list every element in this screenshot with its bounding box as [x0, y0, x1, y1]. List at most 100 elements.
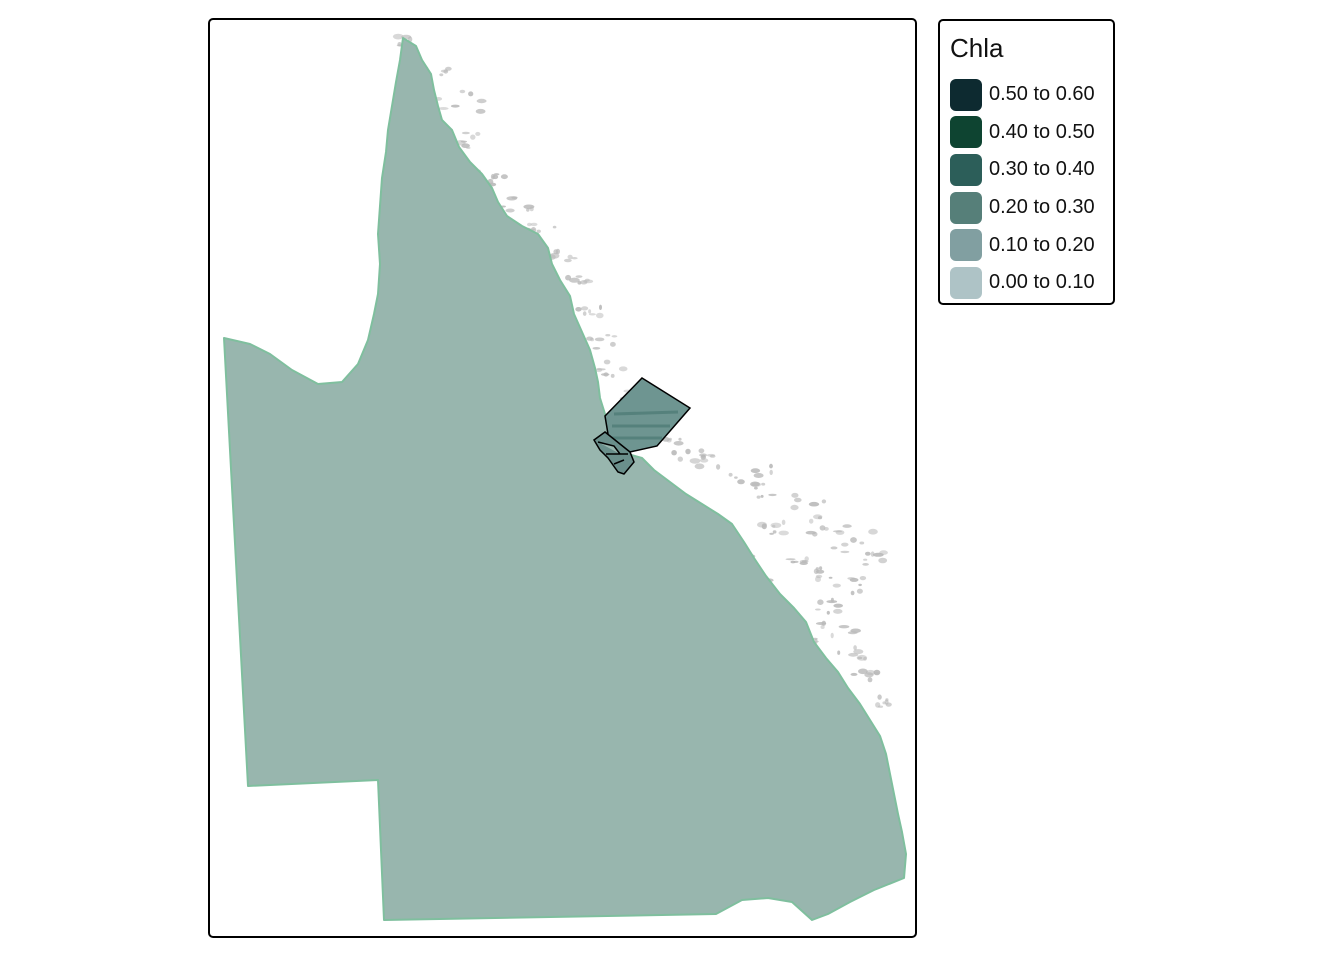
- reef-patch: [605, 334, 611, 337]
- reef-patch: [826, 610, 830, 615]
- map-legend: Chla 0.50 to 0.60 0.40 to 0.50 0.30 to 0.4…: [938, 19, 1115, 305]
- reef-patch: [610, 341, 616, 347]
- reef-patch: [830, 546, 838, 550]
- reef-patch: [808, 501, 820, 507]
- reef-patch: [594, 337, 605, 342]
- reef-patch: [677, 456, 683, 462]
- reef-patch: [878, 557, 888, 564]
- reef-patch: [815, 608, 821, 611]
- reef-patch: [830, 632, 834, 639]
- reef-patch: [536, 229, 541, 233]
- legend-swatch: [950, 78, 982, 111]
- reef-patch: [840, 550, 850, 554]
- reef-patch: [706, 453, 716, 457]
- reef-patch: [599, 304, 602, 310]
- reef-patch: [850, 590, 855, 596]
- reef-patch: [817, 599, 824, 605]
- reef-patch: [768, 493, 777, 497]
- legend-label: 0.40 to 0.50: [989, 120, 1095, 143]
- reef-patch: [694, 463, 705, 470]
- reef-patch: [450, 104, 460, 108]
- reef-patch: [769, 463, 773, 469]
- legend-item: 0.10 to 0.20: [950, 226, 1095, 264]
- reef-patch: [571, 257, 578, 260]
- reef-patch: [461, 131, 470, 135]
- reef-patch: [555, 248, 561, 255]
- map-panel: [208, 18, 917, 938]
- queensland-region: [223, 37, 907, 921]
- legend-swatch: [950, 191, 982, 224]
- reef-patch: [862, 563, 869, 566]
- reef-patch: [817, 516, 823, 520]
- reef-patch: [611, 335, 618, 338]
- reef-patch: [569, 277, 580, 283]
- reef-patch: [505, 208, 515, 213]
- reef-patch: [511, 196, 518, 200]
- reef-patch: [863, 558, 868, 561]
- reef-patch: [475, 108, 486, 114]
- reef-patch: [850, 628, 861, 633]
- reef-patch: [575, 307, 582, 312]
- reef-patch: [500, 174, 508, 180]
- reef-patch: [564, 258, 572, 263]
- reef-patch: [596, 312, 604, 319]
- legend-label: 0.10 to 0.20: [989, 233, 1095, 256]
- reef-patch: [761, 482, 766, 486]
- reef-patch: [476, 98, 487, 104]
- reef-patch: [857, 656, 863, 660]
- legend-label: 0.00 to 0.10: [989, 271, 1095, 294]
- reef-patch: [879, 550, 888, 555]
- reef-patch: [618, 366, 628, 372]
- reef-patch: [685, 448, 691, 455]
- reef-patch: [567, 254, 573, 260]
- legend-title: Chla: [950, 33, 1004, 63]
- legend-item: 0.50 to 0.60: [950, 76, 1095, 114]
- reef-patch: [858, 583, 862, 587]
- reef-patch: [770, 522, 782, 528]
- reef-patch: [781, 519, 786, 525]
- reef-patch: [833, 608, 843, 614]
- reef-patch: [581, 306, 589, 311]
- reef-patch: [588, 313, 596, 316]
- reef-patch: [826, 600, 838, 604]
- reef-patch: [468, 91, 474, 97]
- reef-patch: [821, 499, 827, 504]
- reef-patch: [756, 495, 761, 499]
- reef-patch: [754, 486, 758, 490]
- legend-items: 0.50 to 0.60 0.40 to 0.50 0.30 to 0.40 0.20…: [950, 76, 1095, 302]
- reef-patch: [699, 458, 709, 463]
- reef-patch: [470, 134, 476, 140]
- reef-patch: [526, 208, 530, 212]
- reef-patch: [809, 518, 814, 524]
- legend-swatch: [950, 229, 982, 262]
- legend-item: 0.30 to 0.40: [950, 151, 1095, 189]
- reef-patch: [750, 468, 761, 474]
- reef-patch: [865, 669, 876, 676]
- reef-patch: [689, 458, 701, 464]
- reef-patch: [753, 473, 764, 478]
- reef-patch: [877, 694, 882, 700]
- reef-patch: [794, 497, 802, 503]
- reef-patch: [832, 583, 841, 588]
- reef-patch: [819, 566, 823, 571]
- reef-patch: [867, 677, 873, 683]
- reef-patch: [678, 437, 682, 441]
- reef-patch: [877, 705, 884, 708]
- reef-patch: [575, 275, 583, 278]
- reef-patch: [734, 476, 738, 479]
- reef-patch: [823, 527, 829, 531]
- reef-patch: [799, 561, 808, 565]
- reef-patch: [842, 524, 852, 528]
- reef-patch: [459, 89, 466, 94]
- reef-patch: [791, 492, 799, 498]
- legend-label: 0.50 to 0.60: [989, 83, 1095, 106]
- reef-patch: [882, 701, 886, 705]
- reef-patch: [699, 453, 707, 457]
- reef-patch: [761, 523, 767, 530]
- reef-patch: [595, 367, 603, 373]
- reef-patch: [530, 222, 538, 227]
- reef-patch: [440, 69, 448, 73]
- reef-patch: [392, 33, 404, 40]
- reef-patch: [769, 469, 773, 475]
- reef-patch: [785, 558, 796, 561]
